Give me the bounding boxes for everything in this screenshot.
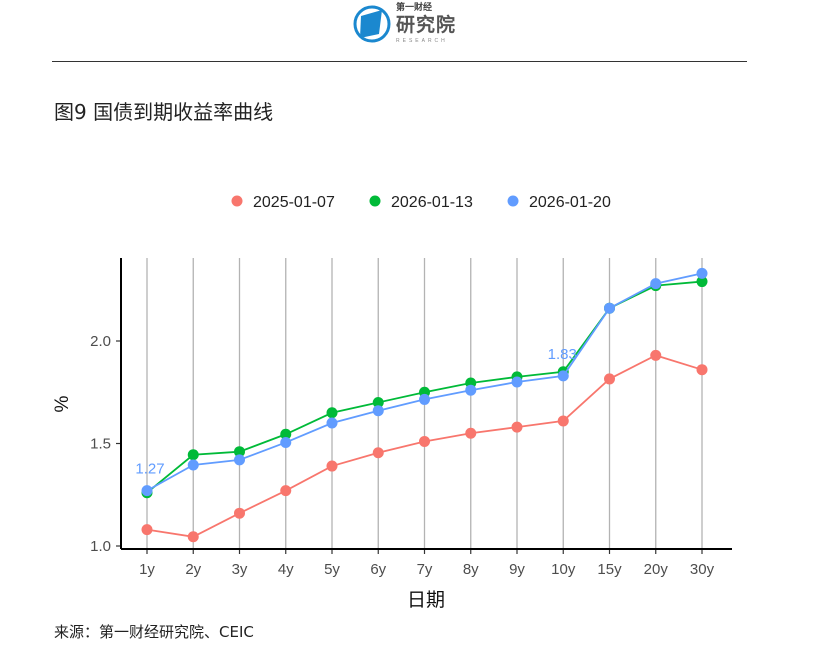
data-point [187,459,199,471]
data-point [326,460,338,472]
data-point [326,407,338,419]
data-point [419,393,430,405]
data-point [234,507,245,519]
x-tick-label: 10y [551,561,576,578]
y-axis-title: % [52,395,73,412]
data-point [280,436,292,448]
x-tick-label: 30y [690,561,715,578]
data-point [696,276,708,288]
header-divider [52,61,747,62]
logo-top: 第一财经 [396,2,433,12]
data-point [604,302,615,314]
data-point [187,531,199,543]
legend-marker [369,195,381,207]
data-point [280,428,292,440]
legend-marker [231,195,243,207]
x-tick-label: 1y [139,561,155,578]
x-tick-label: 3y [232,561,248,578]
data-point [419,435,430,447]
data-label: 1.27 [135,461,164,478]
data-point [187,449,199,461]
logo: 第一财经 研究院 RESEARCH [352,2,456,45]
logo-main: 研究院 [396,15,457,36]
y-tick-label: 1.0 [90,538,111,555]
data-point [234,454,245,466]
legend-marker [507,195,519,207]
data-point [280,485,292,497]
data-point [511,421,523,433]
x-tick-label: 4y [278,561,294,578]
x-tick-label: 7y [417,561,433,578]
logo-sub: RESEARCH [396,38,448,44]
data-point [511,376,523,388]
data-point [696,364,708,376]
x-tick-label: 8y [463,561,479,578]
data-point [234,446,245,458]
data-point [696,267,708,279]
x-tick-label: 15y [597,561,622,578]
data-point [604,373,615,385]
data-point [650,349,662,361]
data-point [326,417,338,429]
data-label: 1.83 [548,346,577,363]
x-axis-title: 日期 [407,589,445,611]
data-point [141,485,153,497]
data-point [372,447,384,459]
legend-label: 2025-01-07 [253,194,335,211]
y-tick-label: 2.0 [90,333,111,350]
legend-label: 2026-01-13 [391,194,473,211]
figure-title: 图9 国债到期收益率曲线 [54,100,274,124]
data-point [372,397,384,408]
data-point [557,370,569,382]
logo-icon [353,5,391,42]
x-tick-label: 5y [324,561,340,578]
data-point [141,524,153,536]
data-point [465,427,477,439]
legend-label: 2026-01-20 [529,194,611,211]
x-tick-label: 20y [644,561,669,578]
data-point [372,405,384,417]
y-tick-label: 1.5 [90,436,111,453]
x-tick-label: 6y [370,561,386,578]
data-point [465,384,477,396]
data-point [650,278,662,290]
source-note: 来源：第一财经研究院、CEIC [54,623,254,641]
x-tick-label: 2y [185,561,201,578]
x-tick-label: 9y [509,561,525,578]
data-point [557,415,569,427]
